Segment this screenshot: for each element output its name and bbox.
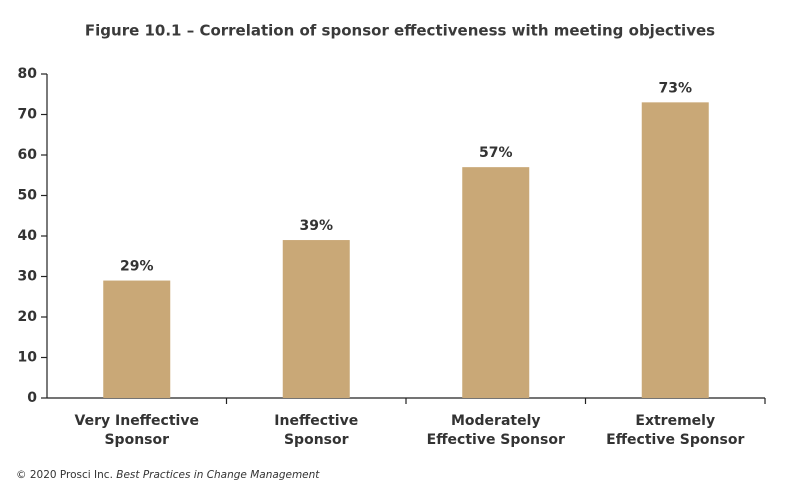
bar	[103, 280, 171, 398]
chart-title: Figure 10.1 – Correlation of sponsor eff…	[85, 22, 715, 40]
bar	[282, 240, 350, 398]
x-tick-label: Effective Sponsor	[606, 432, 744, 448]
bar	[462, 167, 530, 398]
y-tick-label: 60	[18, 147, 38, 163]
source-note: © 2020 Prosci Inc. Best Practices in Cha…	[16, 469, 320, 481]
y-tick-label: 80	[18, 66, 38, 82]
y-tick-label: 0	[27, 390, 37, 406]
bar	[641, 102, 709, 398]
x-tick-label: Very Ineffective	[75, 413, 199, 429]
x-tick-label: Effective Sponsor	[427, 432, 565, 448]
y-tick-label: 20	[18, 309, 38, 325]
value-label: 73%	[658, 80, 692, 96]
value-label: 29%	[120, 259, 154, 275]
y-tick-label: 10	[18, 350, 38, 366]
source-prefix: © 2020 Prosci Inc.	[16, 469, 113, 481]
y-tick-label: 70	[18, 107, 38, 123]
x-tick-label: Sponsor	[104, 432, 169, 448]
y-tick-label: 50	[18, 188, 38, 204]
y-tick-label: 40	[18, 228, 38, 244]
source-title: Best Practices in Change Management	[116, 469, 320, 481]
x-tick-label: Moderately	[451, 413, 541, 429]
x-tick-label: Ineffective	[274, 413, 358, 429]
x-tick-label: Sponsor	[284, 432, 349, 448]
value-label: 39%	[299, 218, 333, 234]
value-label: 57%	[479, 145, 513, 161]
y-tick-label: 30	[18, 269, 38, 285]
x-tick-label: Extremely	[635, 413, 715, 429]
